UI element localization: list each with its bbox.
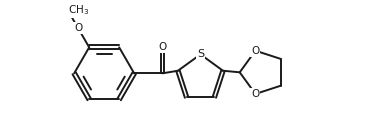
Text: CH$_3$: CH$_3$ <box>68 3 89 17</box>
Text: S: S <box>197 49 204 59</box>
Text: O: O <box>159 42 167 52</box>
Text: O: O <box>251 89 259 99</box>
Text: O: O <box>74 23 82 33</box>
Text: O: O <box>251 46 259 56</box>
